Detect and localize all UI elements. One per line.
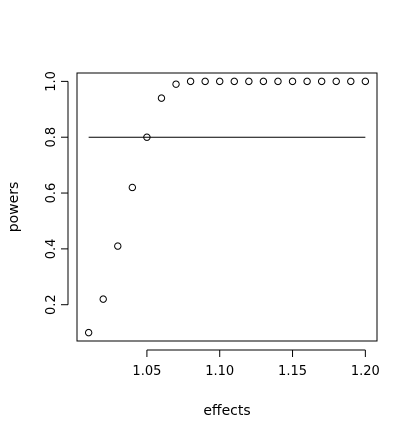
y-axis-label: powers (6, 182, 22, 233)
data-point (99, 295, 107, 303)
x-tick-label: 1.05 (132, 364, 161, 379)
y-tick-label: 1.0 (44, 71, 59, 92)
points-layer (84, 77, 370, 337)
data-point (288, 77, 297, 86)
data-point (84, 328, 93, 337)
plot-frame (76, 72, 378, 342)
y-tick-label: 0.6 (44, 183, 59, 204)
data-point (128, 183, 137, 192)
data-point (274, 77, 282, 86)
data-point (157, 94, 166, 102)
data-point (347, 77, 355, 86)
y-axis: 0.2 0.4 0.6 0.8 1.0 (44, 71, 69, 315)
y-tick-label: 0.4 (44, 239, 59, 260)
x-tick-label: 1.15 (278, 364, 307, 379)
data-point (259, 77, 268, 86)
x-tick-label: 1.10 (205, 364, 234, 379)
x-axis: 1.05 1.10 1.15 1.20 (132, 349, 380, 379)
x-tick-label: 1.20 (351, 364, 380, 379)
data-point (317, 77, 326, 86)
x-axis-label: effects (203, 403, 250, 419)
data-point (114, 242, 122, 250)
y-tick-label: 0.2 (44, 294, 59, 315)
data-point (201, 77, 209, 86)
y-tick-label: 0.8 (44, 127, 59, 148)
data-point (230, 77, 238, 86)
data-point (172, 80, 180, 88)
data-point (303, 77, 311, 86)
data-point (143, 133, 151, 141)
data-point (186, 77, 195, 86)
data-point (216, 77, 224, 86)
data-point (361, 77, 370, 86)
data-point (332, 77, 340, 86)
data-point (245, 77, 253, 86)
